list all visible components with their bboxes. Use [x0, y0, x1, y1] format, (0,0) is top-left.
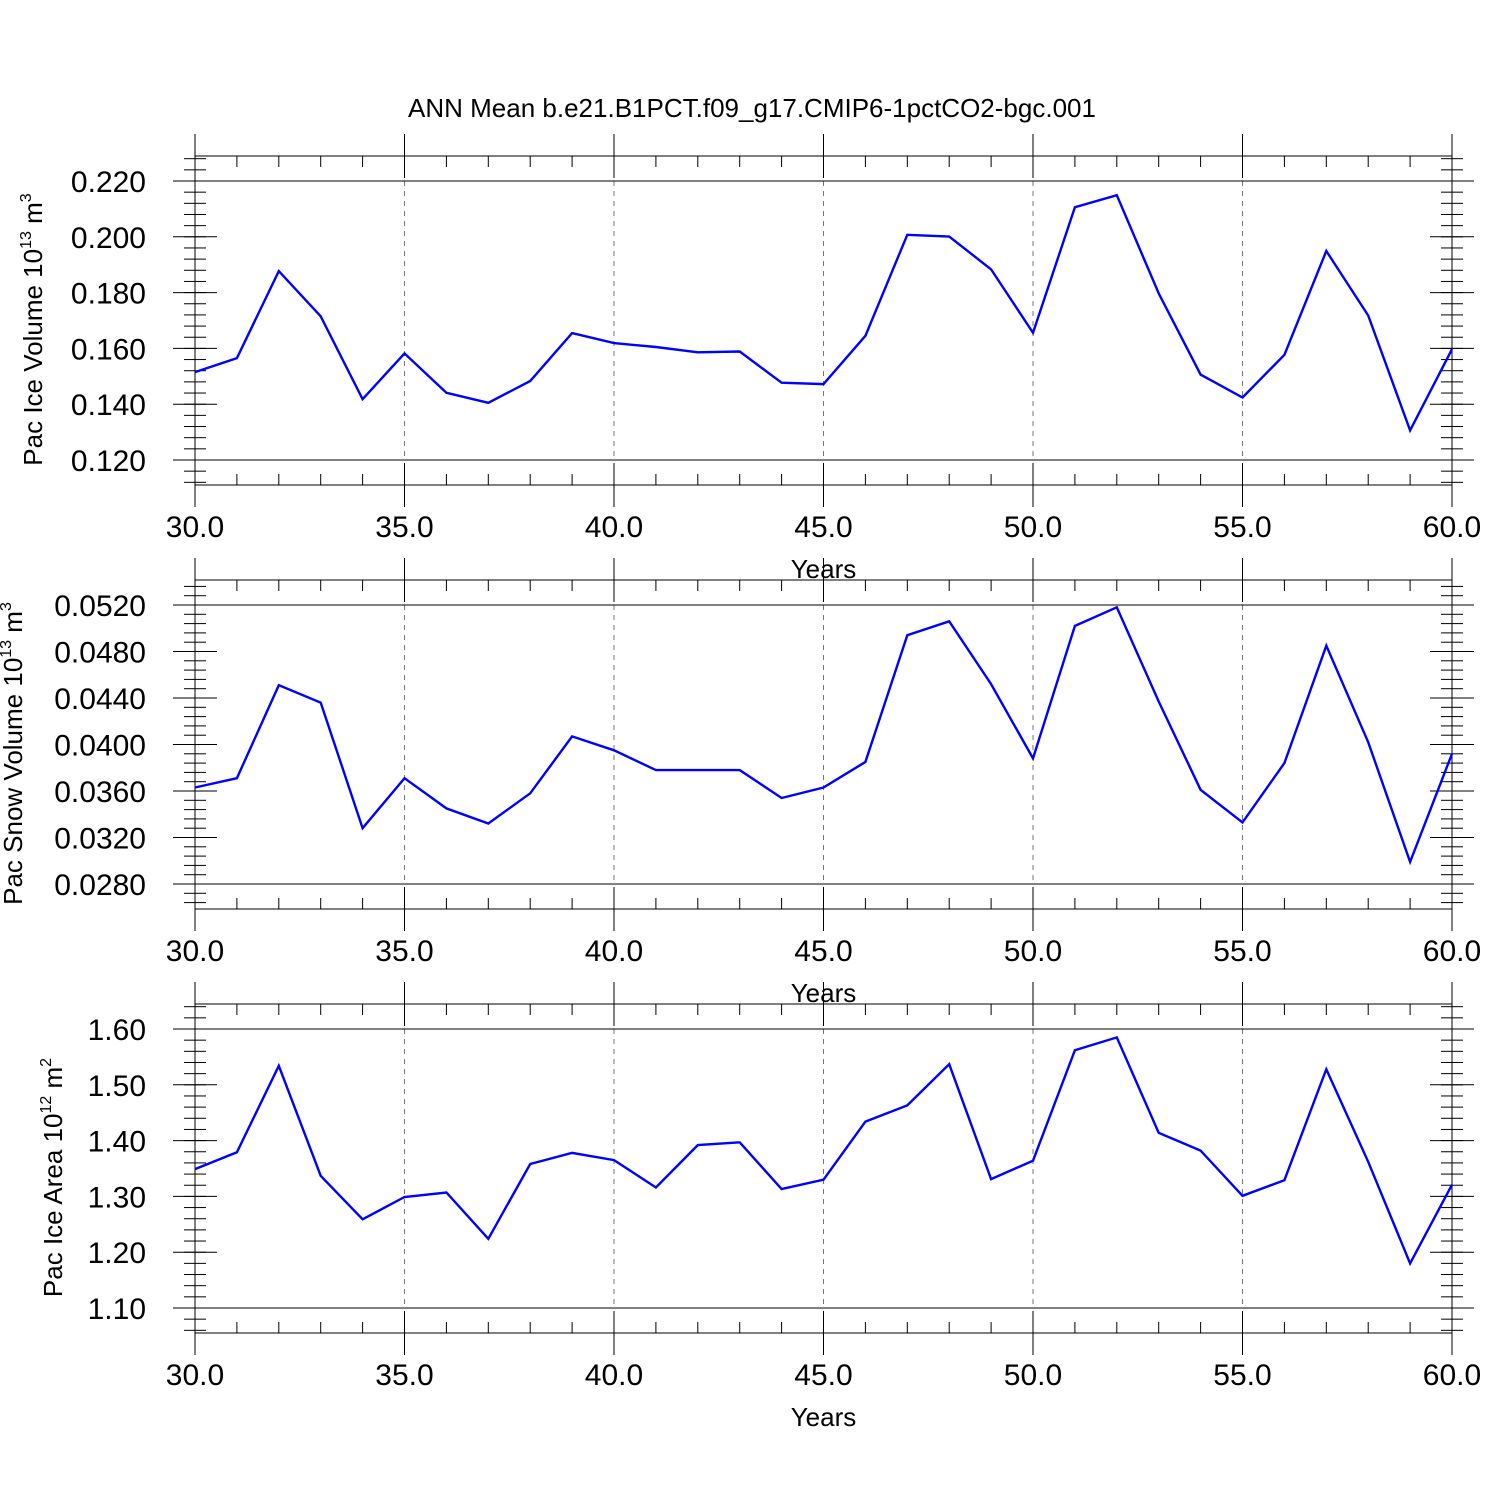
y-tick-label: 0.140 — [71, 389, 146, 422]
y-tick-label: 0.0320 — [54, 823, 146, 856]
y-axis-title: Pac Snow Volume 1013 m3 — [0, 602, 28, 905]
y-tick-label: 1.50 — [88, 1070, 146, 1103]
y-axis-title-exponent: 13 — [0, 640, 15, 658]
x-tick-label: 40.0 — [585, 1359, 643, 1392]
y-axis-title-unit: m — [0, 611, 28, 640]
x-tick-label: 60.0 — [1423, 935, 1481, 968]
y-axis-title-exponent: 12 — [38, 1096, 55, 1114]
y-axis-title-main: Pac Ice Area 10 — [38, 1114, 68, 1298]
panel-2: 0.0280 0.0320 0.0360 0.0400 0.0440 0.0480 0.05… — [0, 558, 1481, 1008]
y-axis-title-main: Pac Ice Volume 10 — [18, 249, 48, 466]
y-tick-label: 1.10 — [88, 1293, 146, 1326]
x-tick-label: 40.0 — [585, 511, 643, 544]
y-axis-title: Pac Ice Volume 1013 m3 — [18, 193, 48, 466]
x-tick-label: 60.0 — [1423, 1359, 1481, 1392]
x-axis-title: Years — [791, 1402, 857, 1432]
y-tick-label: 0.120 — [71, 445, 146, 478]
y-tick-label: 0.160 — [71, 333, 146, 366]
y-tick-label: 0.0480 — [54, 637, 146, 670]
x-tick-label: 55.0 — [1213, 935, 1271, 968]
y-tick-label: 1.40 — [88, 1126, 146, 1159]
x-tick-label: 60.0 — [1423, 511, 1481, 544]
x-tick-label: 45.0 — [794, 935, 852, 968]
y-axis-title-unit-exponent: 3 — [18, 193, 35, 202]
x-tick-label: 40.0 — [585, 935, 643, 968]
x-tick-label: 35.0 — [375, 935, 433, 968]
series-line — [194, 605, 1454, 866]
y-tick-label: 0.220 — [71, 166, 146, 199]
x-tick-label: 50.0 — [1004, 1359, 1062, 1392]
y-tick-label: 0.200 — [71, 222, 146, 255]
y-tick-label: 0.180 — [71, 278, 146, 311]
x-tick-label: 50.0 — [1004, 935, 1062, 968]
series-line — [194, 1035, 1454, 1267]
chart-title: ANN Mean b.e21.B1PCT.f09_g17.CMIP6-1pctC… — [408, 93, 1096, 123]
x-tick-label: 35.0 — [375, 1359, 433, 1392]
series-line — [194, 193, 1454, 434]
x-tick-label: 30.0 — [166, 1359, 224, 1392]
y-axis-title-unit-exponent: 2 — [38, 1058, 55, 1067]
panel-1: 0.120 0.140 0.160 0.180 0.200 0.220 30.0 35.0 40… — [18, 134, 1481, 584]
panel-3: 1.10 1.20 1.30 1.40 1.50 1.60 30.0 35.0 40.0 45.0… — [38, 982, 1481, 1432]
y-tick-label: 0.0440 — [54, 683, 146, 716]
x-tick-label: 55.0 — [1213, 1359, 1271, 1392]
x-tick-label: 35.0 — [375, 511, 433, 544]
y-axis-title-unit: m — [18, 202, 48, 231]
y-axis-title-unit-exponent: 3 — [0, 602, 15, 611]
x-tick-label: 30.0 — [166, 935, 224, 968]
x-tick-label: 55.0 — [1213, 511, 1271, 544]
x-tick-label: 45.0 — [794, 1359, 852, 1392]
y-tick-label: 0.0400 — [54, 730, 146, 763]
y-axis-title-exponent: 13 — [18, 231, 35, 249]
x-tick-label: 50.0 — [1004, 511, 1062, 544]
x-tick-label: 45.0 — [794, 511, 852, 544]
y-tick-label: 1.20 — [88, 1237, 146, 1270]
y-tick-label: 1.30 — [88, 1181, 146, 1214]
x-tick-label: 30.0 — [166, 511, 224, 544]
y-tick-label: 0.0520 — [54, 590, 146, 623]
y-axis-title: Pac Ice Area 1012 m2 — [38, 1058, 68, 1297]
y-axis-title-main: Pac Snow Volume 10 — [0, 658, 28, 905]
y-tick-label: 0.0360 — [54, 776, 146, 809]
y-tick-label: 1.60 — [88, 1014, 146, 1047]
y-axis-title-unit: m — [38, 1067, 68, 1096]
y-tick-label: 0.0280 — [54, 869, 146, 902]
